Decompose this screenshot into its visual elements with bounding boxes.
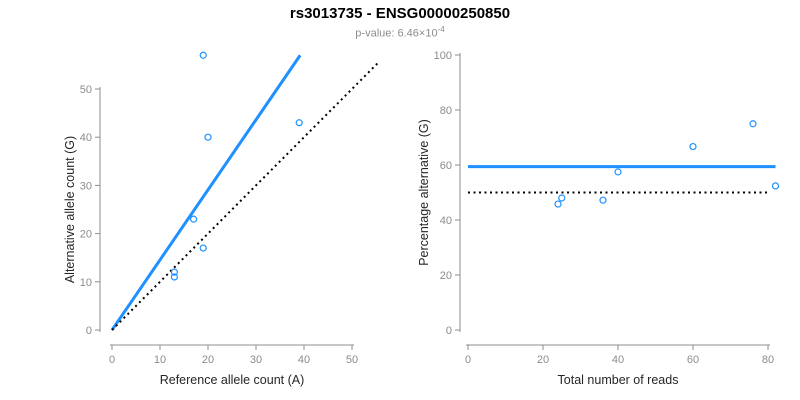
- data-point: [204, 133, 212, 141]
- data-point: [689, 142, 697, 151]
- identity-line: [111, 62, 379, 331]
- data-point: [170, 273, 178, 281]
- y-tick-label: 0: [446, 325, 452, 337]
- figure-subtitle: p-value: 6.46×10-4: [0, 25, 800, 40]
- data-point: [771, 182, 780, 190]
- x-tick-label: 80: [762, 354, 774, 366]
- x-tick-label: 0: [109, 354, 115, 366]
- x-tick-label: 40: [612, 354, 624, 366]
- data-point: [170, 268, 178, 276]
- y-tick-label: 30: [80, 180, 92, 192]
- y-tick-label: 10: [80, 277, 92, 289]
- data-point: [199, 244, 207, 252]
- pvalue-exponent: -4: [437, 25, 445, 34]
- y-tick-label: 0: [86, 325, 92, 337]
- x-tick-label: 30: [250, 354, 262, 366]
- x-tick-label: 20: [537, 354, 549, 366]
- fitted-allelic-ratio-line: [110, 54, 302, 331]
- x-tick-label: 40: [298, 354, 310, 366]
- x-tick-label: 10: [154, 354, 166, 366]
- percentage-reads-scatter-plot: 0 20 40 60 80 0 20 40 60 80 100 Total number of rea…: [417, 50, 780, 387]
- data-point: [558, 194, 566, 202]
- x-tick-label: 0: [465, 354, 471, 366]
- data-point: [614, 168, 622, 176]
- y-tick-label: 50: [80, 84, 92, 96]
- x-tick-label: 20: [202, 354, 214, 366]
- data-point: [199, 51, 207, 59]
- y-tick-label: 100: [434, 50, 452, 62]
- y-axis-title: Percentage alternative (G): [417, 119, 431, 266]
- x-axis-title: Total number of reads: [558, 373, 679, 387]
- y-tick-label: 40: [440, 215, 452, 227]
- x-tick-label: 60: [687, 354, 699, 366]
- y-tick-label: 60: [440, 160, 452, 172]
- data-point: [599, 196, 607, 204]
- x-axis-title: Reference allele count (A): [160, 373, 305, 387]
- y-tick-label: 20: [80, 229, 92, 241]
- pvalue-text: p-value: 6.46×10: [355, 27, 438, 40]
- data-point: [295, 119, 303, 127]
- y-tick-label: 80: [440, 105, 452, 117]
- data-point: [190, 215, 198, 223]
- y-tick-label: 20: [440, 270, 452, 282]
- y-tick-label: 40: [80, 132, 92, 144]
- y-axis-title: Alternative allele count (G): [63, 136, 77, 283]
- figure-title: rs3013735 - ENSG00000250850: [289, 5, 511, 22]
- allele-count-scatter-plot: 0 10 20 30 40 50 0 10 20 30 40 50 Reference allele c…: [63, 51, 379, 387]
- x-tick-label: 50: [346, 354, 358, 366]
- data-point: [554, 200, 562, 208]
- data-point: [749, 120, 757, 128]
